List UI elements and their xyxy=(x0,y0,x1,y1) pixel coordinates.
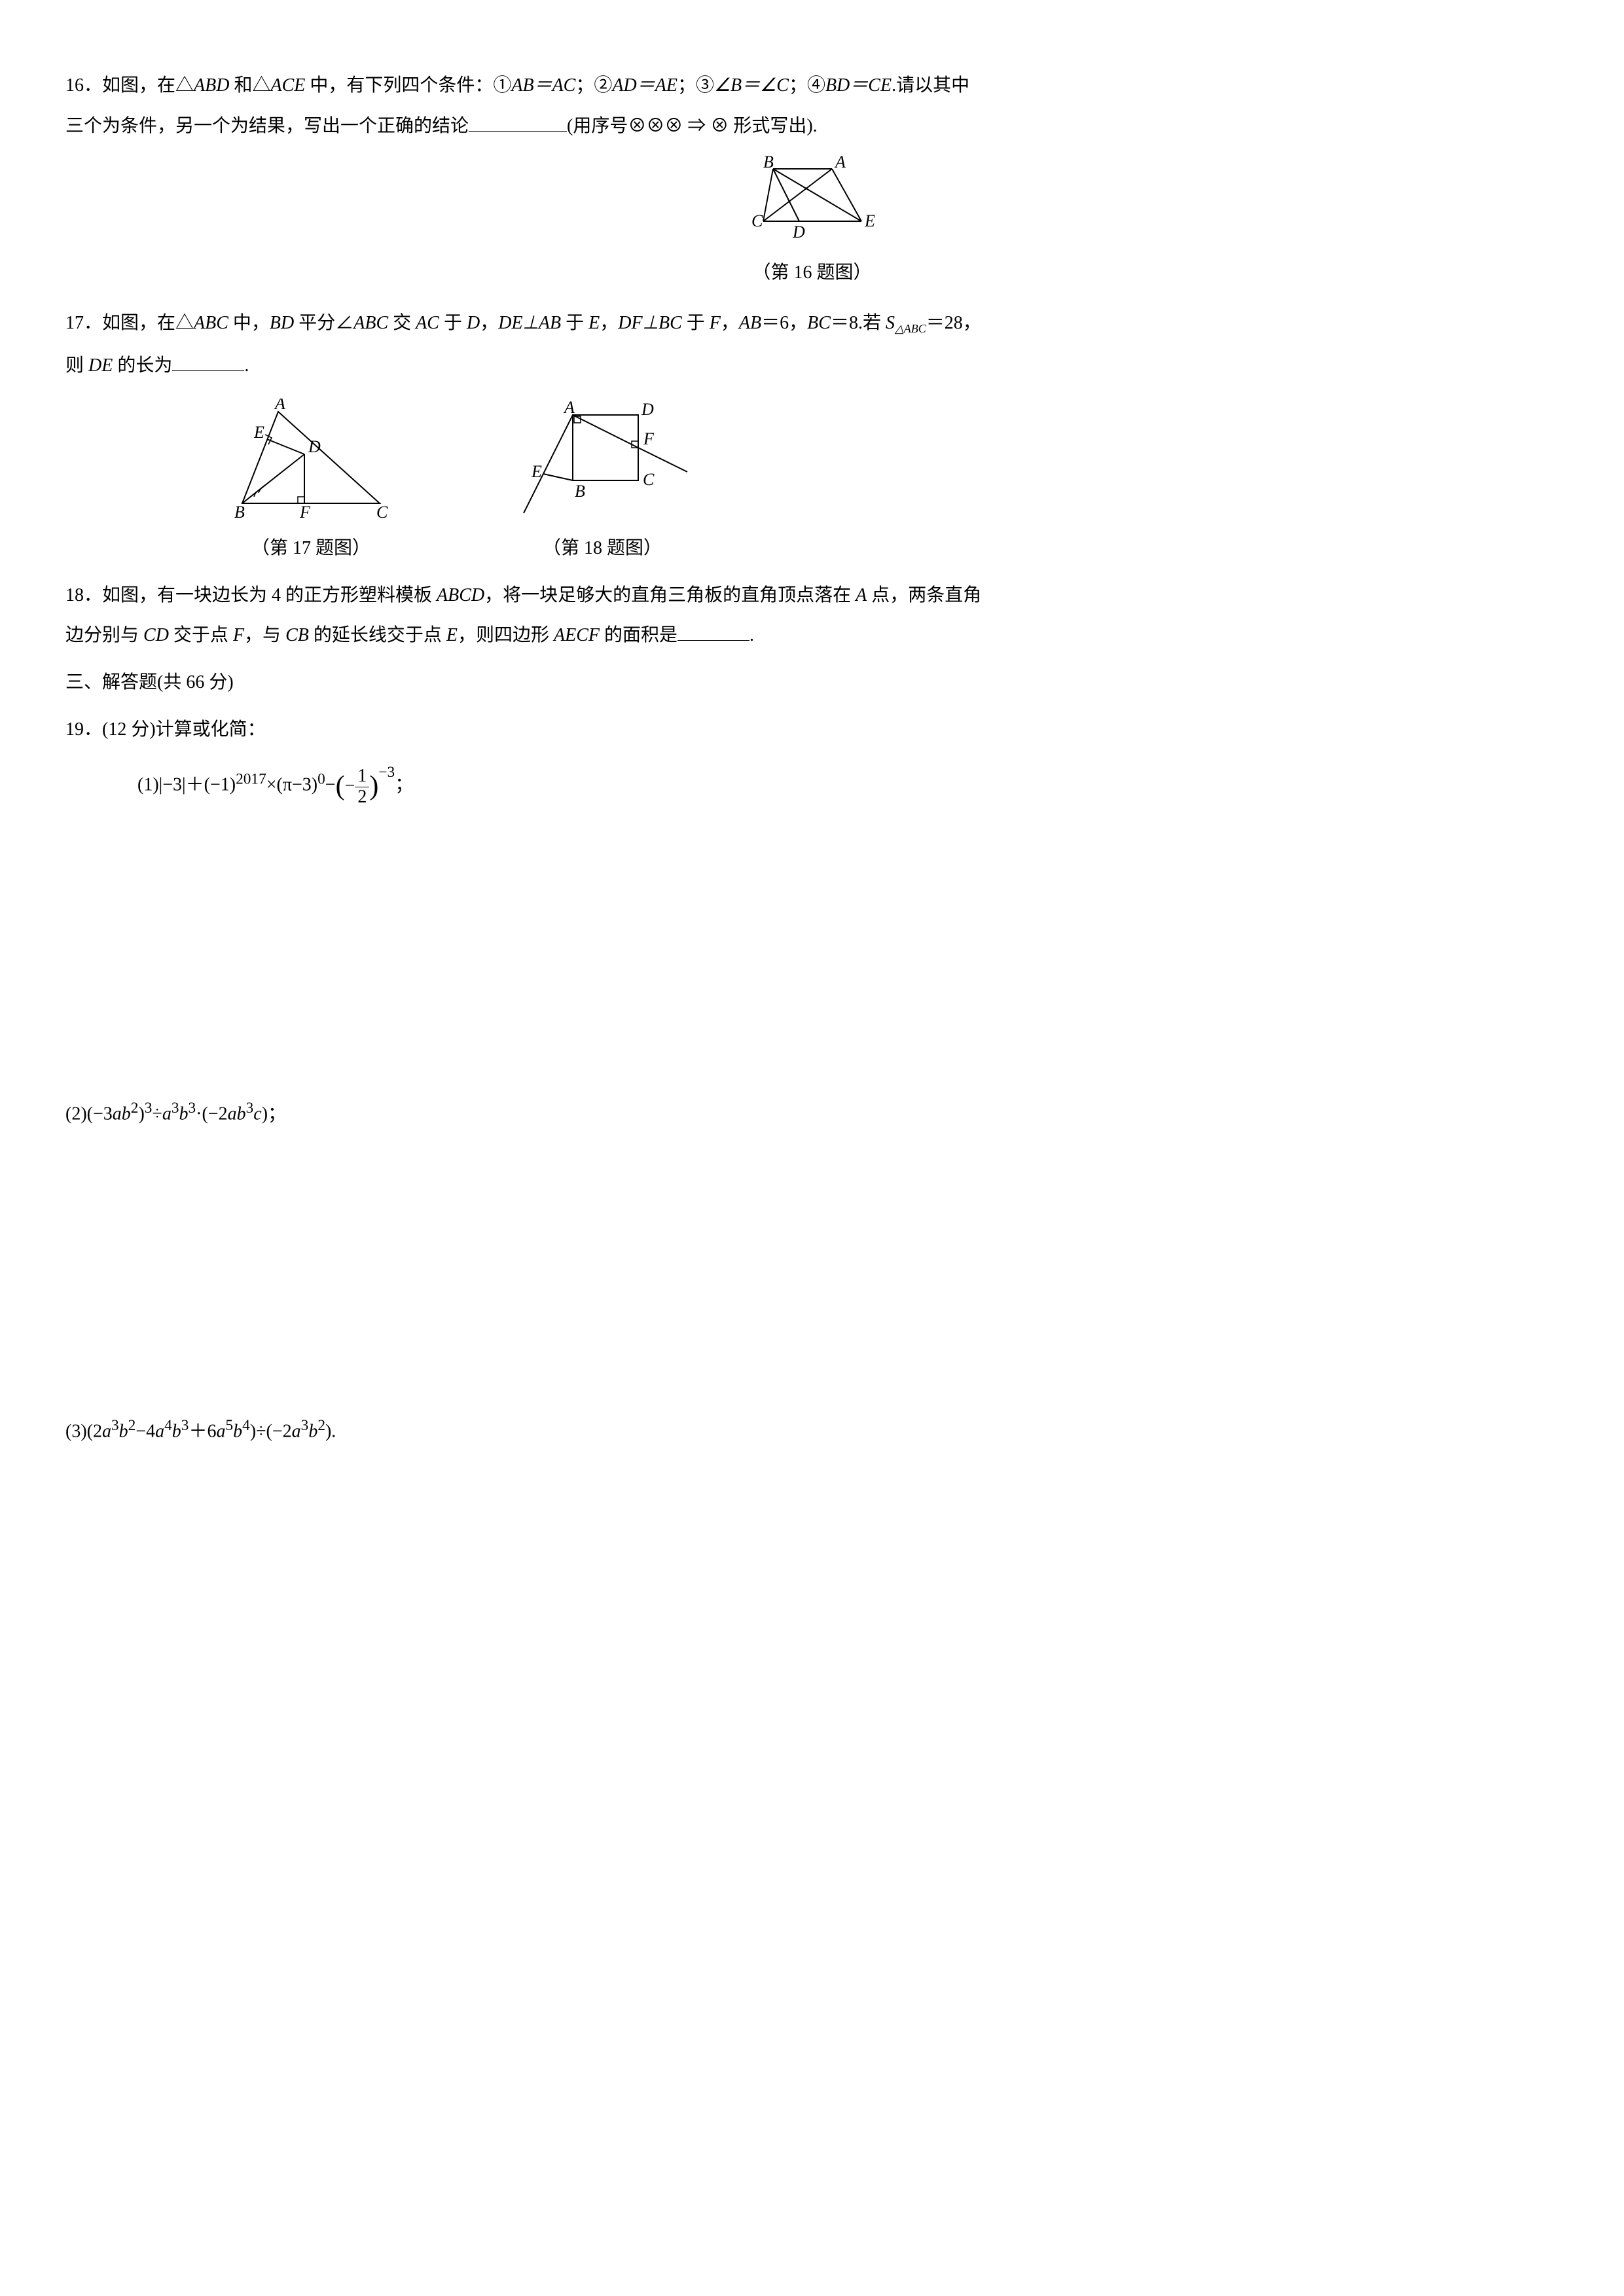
figure-18-caption: （第 18 题图） xyxy=(543,528,662,569)
figure-16: B A C D E （第 16 题图） xyxy=(65,156,1559,293)
label-C: C xyxy=(376,503,388,522)
figure-18-svg: A D F C B E xyxy=(504,399,700,523)
blank xyxy=(172,352,244,371)
question-16: 16．如图，在△ABD 和△ACE 中，有下列四个条件：①AB＝AC；②AD＝A… xyxy=(65,65,1559,146)
label-D: D xyxy=(792,223,805,242)
label-E: E xyxy=(253,423,264,442)
label-B: B xyxy=(575,482,585,501)
figure-row-17-18: A E D B F C （第 17 题图） A D F C B E （第 18 … xyxy=(223,399,1559,569)
label-C: C xyxy=(751,211,763,230)
label-A: A xyxy=(834,156,846,171)
question-18: 18．如图，有一块边长为 4 的正方形塑料模板 ABCD，将一块足够大的直角三角… xyxy=(65,575,1559,656)
question-19-part3: (3)(2a3b2−4a4b3＋6a5b4)÷(−2a3b2). xyxy=(65,1409,1559,1452)
q16-line2: 三个为条件，另一个为结果，写出一个正确的结论(用序号⊗⊗⊗ ⇒ ⊗ 形式写出). xyxy=(65,116,818,136)
figure-16-caption: （第 16 题图） xyxy=(752,253,871,293)
question-19-head: 19．(12 分)计算或化简： xyxy=(65,709,1559,750)
figure-17: A E D B F C （第 17 题图） xyxy=(223,399,399,569)
label-C: C xyxy=(643,470,655,489)
label-F: F xyxy=(299,503,311,522)
question-19-part2: (2)(−3ab2)3÷a3b3·(−2ab3c)； xyxy=(65,1092,1559,1134)
blank xyxy=(469,113,567,132)
blank xyxy=(677,622,749,641)
figure-18: A D F C B E （第 18 题图） xyxy=(504,399,700,569)
label-A: A xyxy=(274,399,285,413)
label-D: D xyxy=(641,400,654,419)
label-E: E xyxy=(864,211,875,230)
label-E: E xyxy=(531,462,542,481)
label-F: F xyxy=(643,429,655,448)
question-19-part1: (1)|−3|＋(−1)2017×(π−3)0−(−12)−3； xyxy=(137,756,1559,816)
section-3-heading: 三、解答题(共 66 分) xyxy=(65,662,1559,703)
label-B: B xyxy=(234,503,245,522)
label-D: D xyxy=(308,437,321,456)
figure-17-caption: （第 17 题图） xyxy=(251,528,370,569)
figure-16-svg: B A C D E xyxy=(737,156,888,247)
question-17: 17．如图，在△ABC 中，BD 平分∠ABC 交 AC 于 D，DE⊥AB 于… xyxy=(65,303,1559,386)
label-B: B xyxy=(763,156,774,171)
label-A: A xyxy=(563,399,575,417)
q16-text: 16．如图，在△ABD 和△ACE 中，有下列四个条件：①AB＝AC；②AD＝A… xyxy=(65,75,969,96)
figure-17-svg: A E D B F C xyxy=(223,399,399,523)
